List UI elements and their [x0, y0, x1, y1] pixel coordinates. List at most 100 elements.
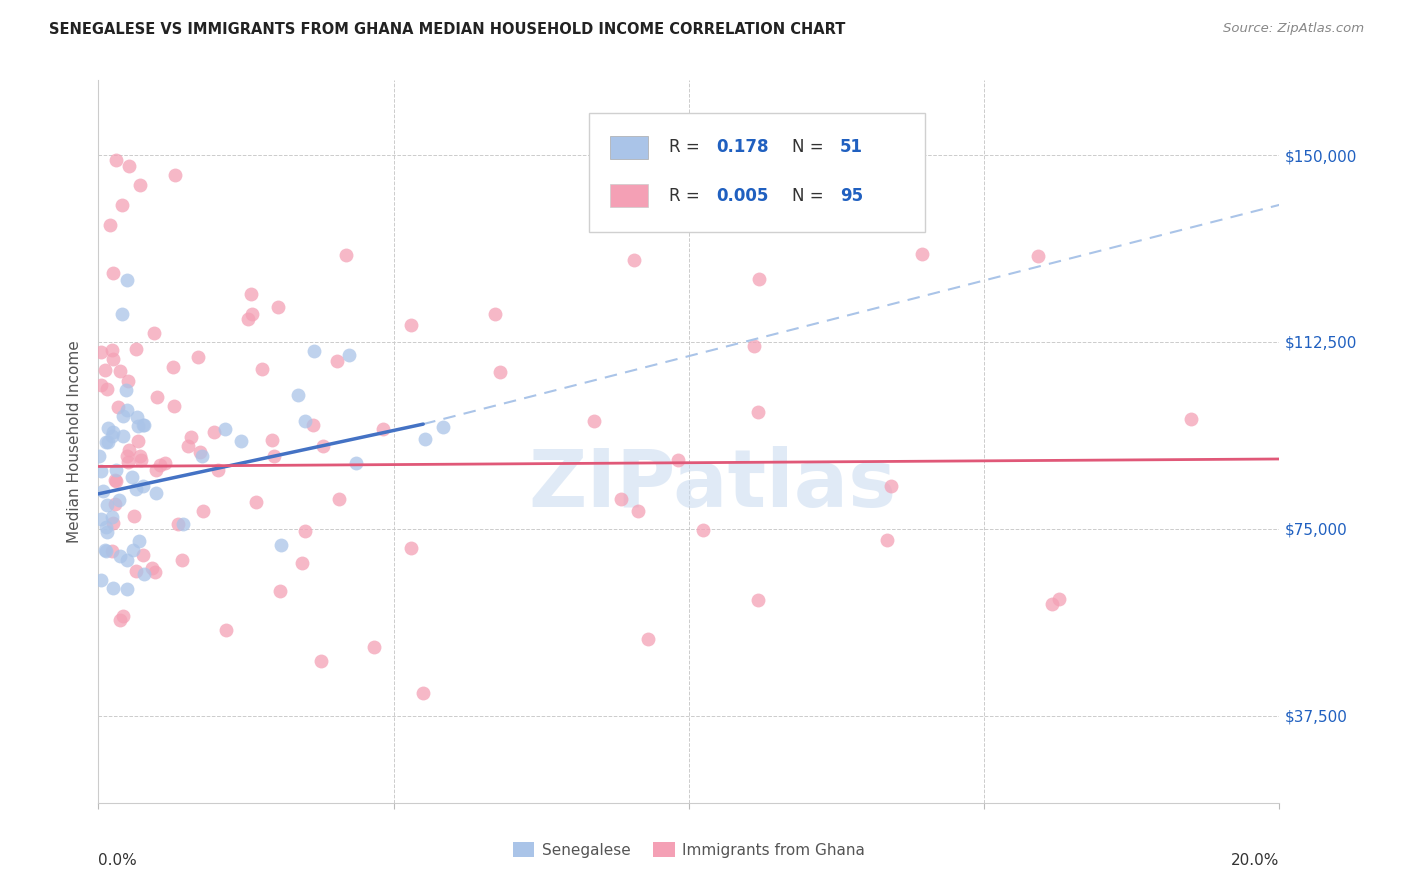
- Point: [105, 153, 128, 167]
- Point: [117, 449, 139, 463]
- Point: [162, 359, 184, 374]
- Point: [101, 343, 124, 358]
- Point: [177, 439, 200, 453]
- Text: 0.0%: 0.0%: [98, 854, 138, 869]
- Point: [637, 632, 659, 646]
- Legend: Senegalese, Immigrants from Ghana: Senegalese, Immigrants from Ghana: [506, 836, 872, 863]
- Point: [1180, 412, 1202, 426]
- Point: [96, 498, 118, 512]
- Point: [627, 503, 650, 517]
- Point: [610, 491, 633, 506]
- Point: [749, 192, 772, 206]
- Point: [108, 493, 131, 508]
- Point: [747, 593, 769, 607]
- Point: [180, 430, 202, 444]
- Point: [488, 365, 510, 379]
- Text: 95: 95: [841, 187, 863, 205]
- Bar: [610, 136, 648, 159]
- Point: [94, 543, 117, 558]
- Point: [294, 414, 316, 428]
- Point: [302, 418, 325, 433]
- Point: [90, 574, 112, 588]
- Point: [269, 584, 291, 599]
- Point: [94, 434, 117, 449]
- Point: [94, 520, 117, 534]
- Point: [747, 405, 769, 419]
- Point: [115, 553, 138, 567]
- Point: [291, 556, 314, 570]
- FancyBboxPatch shape: [589, 112, 925, 232]
- Text: R =: R =: [669, 138, 704, 156]
- Point: [108, 549, 131, 563]
- Point: [165, 168, 187, 182]
- Point: [911, 247, 934, 261]
- Point: [127, 419, 149, 434]
- Point: [117, 454, 139, 468]
- Point: [98, 218, 121, 232]
- Point: [117, 403, 139, 417]
- Point: [96, 544, 118, 558]
- Point: [328, 492, 350, 507]
- Point: [260, 433, 283, 447]
- Point: [412, 686, 434, 700]
- Point: [111, 429, 134, 443]
- Point: [132, 479, 155, 493]
- Point: [108, 364, 131, 378]
- Point: [311, 654, 333, 668]
- Point: [1047, 591, 1070, 606]
- Bar: [610, 185, 648, 208]
- Point: [163, 399, 186, 413]
- Text: 51: 51: [841, 138, 863, 156]
- Point: [101, 516, 124, 530]
- Point: [132, 548, 155, 562]
- Text: N =: N =: [792, 187, 828, 205]
- Point: [145, 486, 167, 500]
- Point: [188, 444, 211, 458]
- Point: [104, 497, 127, 511]
- Point: [294, 524, 316, 538]
- Point: [215, 623, 238, 637]
- Point: [191, 449, 214, 463]
- Point: [103, 352, 125, 367]
- Point: [132, 418, 155, 433]
- Point: [302, 343, 325, 358]
- Point: [112, 409, 135, 424]
- Point: [107, 401, 129, 415]
- Point: [242, 307, 264, 321]
- Point: [432, 419, 454, 434]
- Point: [238, 312, 260, 326]
- Point: [582, 414, 605, 428]
- Point: [187, 351, 209, 365]
- Point: [876, 533, 898, 547]
- Point: [90, 464, 112, 478]
- Point: [623, 252, 645, 267]
- Point: [880, 479, 903, 493]
- Point: [250, 362, 273, 376]
- Point: [125, 564, 148, 578]
- Point: [166, 517, 188, 532]
- Point: [124, 508, 146, 523]
- Point: [399, 318, 422, 332]
- Point: [153, 456, 176, 470]
- Point: [170, 552, 193, 566]
- Point: [141, 560, 163, 574]
- Point: [129, 449, 152, 463]
- Point: [231, 434, 253, 448]
- Point: [121, 469, 143, 483]
- Point: [207, 463, 229, 477]
- Point: [122, 543, 145, 558]
- Point: [108, 614, 131, 628]
- Point: [337, 348, 360, 362]
- Point: [105, 475, 128, 489]
- Point: [111, 308, 134, 322]
- Point: [399, 541, 422, 556]
- Point: [125, 343, 148, 357]
- Point: [240, 287, 263, 301]
- Text: 0.005: 0.005: [716, 187, 769, 205]
- Point: [94, 363, 117, 377]
- Text: ZIPatlas: ZIPatlas: [529, 446, 897, 524]
- Point: [484, 307, 506, 321]
- Point: [115, 272, 138, 286]
- Point: [131, 453, 153, 467]
- Point: [149, 458, 172, 472]
